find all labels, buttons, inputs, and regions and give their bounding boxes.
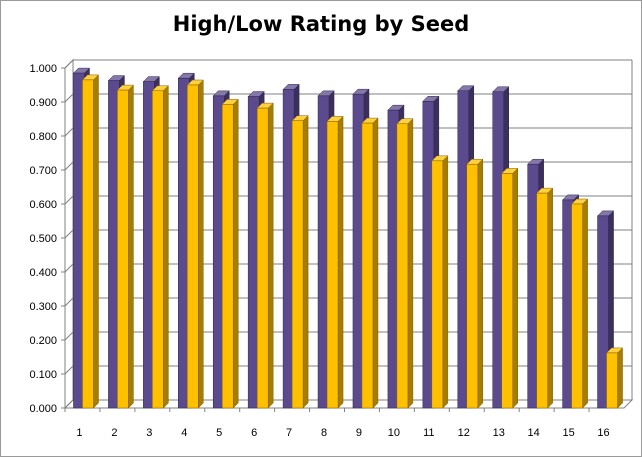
gridline bbox=[64, 93, 632, 103]
x-tick-label: 5 bbox=[216, 427, 222, 439]
y-tick-label: 0.200 bbox=[29, 335, 57, 347]
y-tick-label: 1.000 bbox=[29, 63, 57, 75]
bar-series2-seed-2 bbox=[116, 84, 135, 409]
x-tick-label: 16 bbox=[597, 427, 609, 439]
bar-series2-seed-4 bbox=[186, 79, 204, 409]
bar-series2-seed-11 bbox=[431, 155, 449, 409]
x-tick-label: 8 bbox=[321, 427, 327, 439]
bar-series2-seed-7 bbox=[291, 115, 309, 409]
bar-series2-seed-16 bbox=[605, 347, 624, 409]
x-tick-label: 14 bbox=[528, 427, 540, 439]
bar-series2-seed-9 bbox=[361, 117, 379, 409]
x-tick-label: 13 bbox=[493, 427, 505, 439]
y-tick-label: 0.300 bbox=[29, 301, 57, 313]
bar-series2-seed-15 bbox=[570, 198, 589, 409]
y-tick-label: 0.800 bbox=[29, 131, 57, 143]
x-tick-label: 11 bbox=[423, 427, 434, 439]
x-tick-label: 6 bbox=[251, 427, 257, 439]
bar-series2-seed-14 bbox=[536, 187, 554, 409]
bar-series2-seed-6 bbox=[256, 102, 274, 409]
bar-series2-seed-10 bbox=[396, 118, 414, 409]
x-tick-label: 10 bbox=[388, 427, 400, 439]
bar-series2-seed-13 bbox=[501, 167, 519, 409]
y-tick-label: 0.100 bbox=[29, 369, 57, 381]
chart-title: High/Low Rating by Seed bbox=[172, 12, 470, 36]
x-tick-label: 3 bbox=[146, 427, 152, 439]
y-tick-label: 0.700 bbox=[29, 165, 57, 177]
x-tick-label: 12 bbox=[458, 427, 470, 439]
x-tick-label: 9 bbox=[356, 427, 362, 439]
y-tick-label: 0.600 bbox=[29, 199, 57, 211]
x-tick-label: 1 bbox=[76, 427, 82, 439]
x-tick-label: 2 bbox=[111, 427, 117, 439]
y-tick-label: 0.900 bbox=[29, 97, 57, 109]
y-tick-label: 0.400 bbox=[29, 267, 57, 279]
gridline bbox=[64, 127, 632, 137]
bar-series2-seed-1 bbox=[81, 74, 100, 409]
bar-series2-seed-3 bbox=[151, 85, 169, 409]
bar-series2-seed-12 bbox=[466, 158, 484, 409]
bar-series2-seed-5 bbox=[221, 98, 239, 409]
y-tick-label: 0.000 bbox=[29, 403, 57, 415]
x-tick-label: 4 bbox=[181, 427, 187, 439]
gridline bbox=[64, 59, 632, 69]
y-tick-label: 0.500 bbox=[29, 233, 57, 245]
x-tick-label: 7 bbox=[286, 427, 292, 439]
x-tick-label: 15 bbox=[562, 427, 574, 439]
bar-series2-seed-8 bbox=[326, 115, 344, 409]
